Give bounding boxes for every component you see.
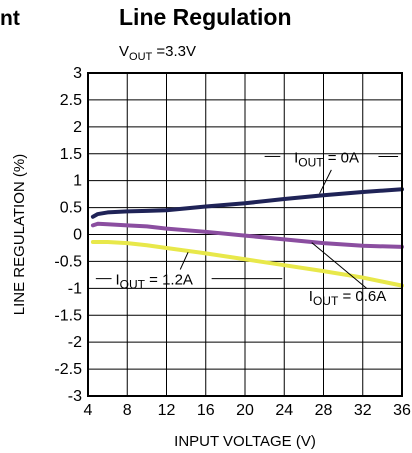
- x-tick-label: 12: [158, 402, 176, 419]
- x-tick-label: 36: [393, 402, 411, 419]
- annotation-sub: OUT: [298, 155, 324, 169]
- callout-leaders: [95, 155, 399, 289]
- annotation-var: I: [115, 272, 119, 289]
- y-tick-labels: -3 -2.5 -2 -1.5 -1 -0.5 0 0.5 1 1.5 2 2.5 3: [54, 65, 82, 405]
- series-line: [90, 221, 404, 249]
- callout-leader: [319, 169, 332, 194]
- x-tick-label: 8: [123, 402, 132, 419]
- y-tick-label: 0.5: [60, 200, 82, 217]
- chart-title: Line Regulation: [119, 4, 292, 30]
- x-tick-label: 16: [197, 402, 215, 419]
- y-tick-label: 1.5: [60, 146, 82, 163]
- condition-var: V: [119, 43, 129, 60]
- y-tick-label: -1: [68, 280, 82, 297]
- plot-frame: [87, 72, 403, 397]
- annotation-value: = 1.2A: [145, 272, 193, 289]
- annotation-var: I: [294, 149, 298, 166]
- x-tick-label: 24: [275, 402, 293, 419]
- condition-sub: OUT: [129, 51, 153, 63]
- x-tick-label: 28: [315, 402, 333, 419]
- y-tick-label: 0: [73, 227, 82, 244]
- series-line: [90, 187, 404, 219]
- series-line: [90, 240, 404, 288]
- callout-leader: [179, 252, 189, 270]
- annotation-value: = 0.6A: [338, 288, 386, 305]
- y-tick-label: 2: [73, 119, 82, 136]
- series-annotation: IOUT = 0.6A: [309, 288, 386, 308]
- y-tick-label: -3: [68, 388, 82, 405]
- condition-value: =3.3V: [152, 43, 196, 60]
- callout-leader: [311, 242, 367, 289]
- annotation-value: = 0A: [324, 149, 359, 166]
- x-tick-labels: 4 8 12 16 20 24 28 32 36: [84, 402, 411, 419]
- series-annotation: IOUT = 0A: [294, 149, 359, 169]
- annotation-sub: OUT: [313, 294, 339, 308]
- y-axis-label: LINE REGULATION (%): [11, 154, 28, 315]
- y-tick-label: -2: [68, 334, 82, 351]
- y-tick-label: 3: [73, 65, 82, 82]
- x-tick-label: 32: [354, 402, 372, 419]
- y-tick-label: 2.5: [60, 92, 82, 109]
- y-tick-label: -2.5: [54, 361, 82, 378]
- y-tick-label: 1: [73, 173, 82, 190]
- x-axis-label: INPUT VOLTAGE (V): [174, 433, 316, 450]
- y-tick-label: -1.5: [54, 307, 82, 324]
- annotation-sub: OUT: [120, 278, 146, 292]
- condition-label: VOUT =3.3V: [119, 43, 196, 63]
- x-tick-label: 4: [84, 402, 93, 419]
- series-lines: [90, 187, 404, 288]
- y-tick-label: -0.5: [54, 253, 82, 270]
- series-annotation: IOUT = 1.2A: [115, 272, 192, 292]
- annotation-var: I: [309, 288, 313, 305]
- clipped-title-fragment: nt: [0, 7, 20, 30]
- x-tick-label: 20: [236, 402, 254, 419]
